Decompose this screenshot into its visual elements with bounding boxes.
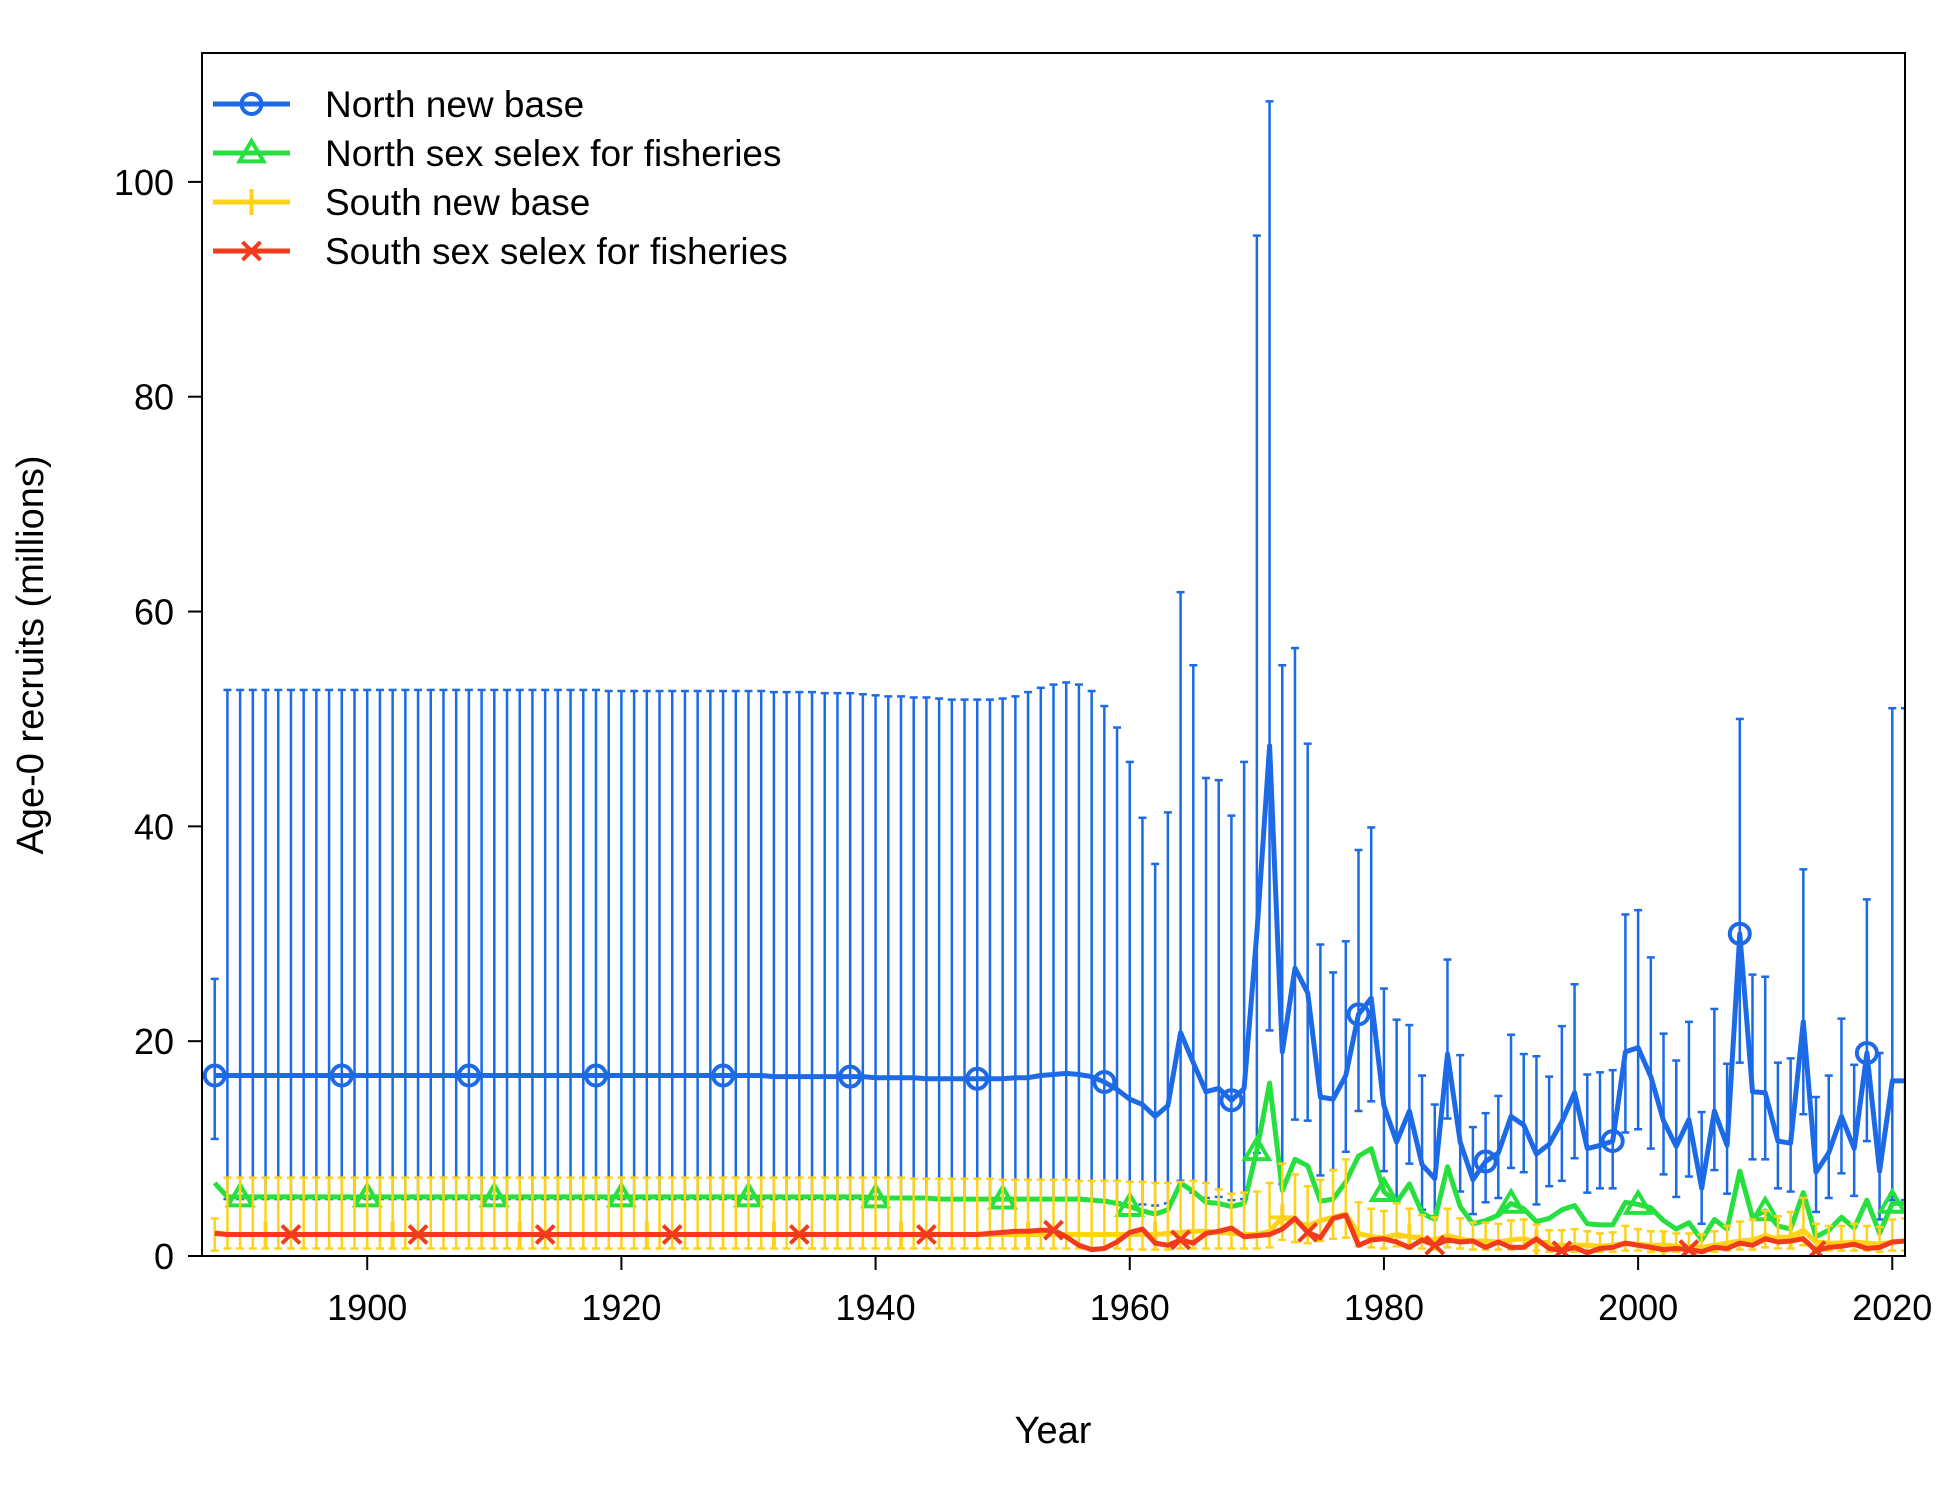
data-point xyxy=(407,1224,429,1245)
data-point xyxy=(1650,1232,1677,1256)
data-point xyxy=(965,1066,990,1091)
data-point xyxy=(583,1063,608,1088)
series-line-north-new-base xyxy=(214,743,1905,1191)
legend-marker xyxy=(238,189,265,215)
y-tick-label: 40 xyxy=(134,806,174,847)
plot-frame xyxy=(201,52,1906,1257)
data-point xyxy=(1170,1229,1192,1251)
data-point xyxy=(329,1063,354,1088)
data-point xyxy=(1495,1187,1527,1214)
data-point xyxy=(1219,1088,1244,1113)
series-south-sex-selex-for-fisheries xyxy=(214,1212,1905,1256)
data-point xyxy=(1805,1240,1827,1256)
data-point xyxy=(1876,1187,1905,1214)
data-point xyxy=(1092,1069,1117,1094)
x-axis: 1900 1920 1940 1960 1980 2000 2020 xyxy=(327,1256,1932,1328)
data-point xyxy=(1854,1040,1879,1065)
x-tick-label: 2000 xyxy=(1598,1287,1678,1328)
legend-label: North new base xyxy=(325,84,584,125)
x-tick-label: 2020 xyxy=(1852,1287,1932,1328)
legend-label: South new base xyxy=(325,182,590,223)
error-bars-south-new-base xyxy=(210,1158,1905,1255)
data-point xyxy=(838,1064,863,1089)
data-point xyxy=(711,1063,736,1088)
legend-marker xyxy=(239,92,264,116)
x-tick-label: 1960 xyxy=(1090,1287,1170,1328)
series-line-south-sex-selex-for-fisheries xyxy=(214,1212,1905,1256)
data-point xyxy=(1622,1188,1654,1215)
y-tick-label: 0 xyxy=(154,1236,174,1277)
data-point xyxy=(202,1063,227,1088)
data-point xyxy=(1015,1221,1042,1248)
data-point xyxy=(1424,1234,1446,1256)
x-tick-label: 1920 xyxy=(581,1287,661,1328)
data-point xyxy=(1777,1223,1804,1250)
legend-item: North new base xyxy=(213,84,584,125)
legend-marker xyxy=(241,240,262,262)
series-line-north-sex-selex-for-fisheries xyxy=(212,1080,1905,1243)
legend-label: South sex selex for fisheries xyxy=(325,231,788,272)
y-axis: 0 20 40 60 80 100 xyxy=(114,162,202,1277)
data-point xyxy=(1043,1219,1064,1241)
y-axis-title: Age-0 recruits (millions) xyxy=(10,455,52,854)
legend-item: North sex selex for fisheries xyxy=(213,133,782,174)
data-point xyxy=(1368,1175,1400,1202)
series-north-sex-selex-for-fisheries xyxy=(212,1080,1905,1243)
data-point xyxy=(1600,1129,1625,1154)
y-tick-label: 60 xyxy=(134,592,174,633)
x-axis-title: Year xyxy=(1015,1410,1092,1452)
y-tick-label: 80 xyxy=(134,377,174,418)
data-point xyxy=(1473,1149,1498,1174)
legend-item: South sex selex for fisheries xyxy=(213,231,788,272)
data-point xyxy=(1297,1221,1319,1243)
y-tick-label: 20 xyxy=(134,1021,174,1062)
x-tick-label: 1900 xyxy=(327,1287,407,1328)
y-tick-label: 100 xyxy=(114,162,174,203)
data-point xyxy=(280,1224,302,1245)
data-point xyxy=(1551,1240,1573,1256)
data-point xyxy=(915,1224,937,1245)
series-layer xyxy=(202,100,1905,1256)
data-point xyxy=(788,1224,810,1245)
data-point xyxy=(1727,921,1752,946)
x-tick-label: 1940 xyxy=(836,1287,916,1328)
data-point xyxy=(1346,1002,1371,1027)
x-tick-label: 1980 xyxy=(1344,1287,1424,1328)
legend: North new base North sex selex for fisher… xyxy=(213,84,788,272)
legend-item: South new base xyxy=(213,182,590,223)
data-point xyxy=(456,1063,481,1088)
legend-marker xyxy=(236,137,267,164)
data-point xyxy=(534,1224,556,1245)
data-point xyxy=(661,1224,683,1245)
legend-label: North sex selex for fisheries xyxy=(325,133,782,174)
data-point xyxy=(1241,1134,1273,1162)
